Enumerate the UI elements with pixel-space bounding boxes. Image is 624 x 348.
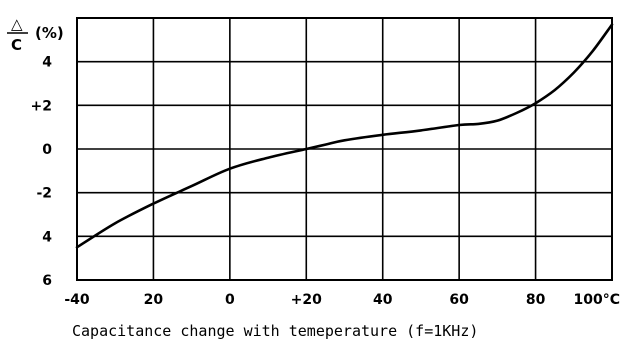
y-tick-label: 0 xyxy=(42,142,52,158)
x-tick-label: 0 xyxy=(225,292,235,308)
y-tick-label: 6 xyxy=(42,273,52,289)
y-axis-label-unit: (%) xyxy=(35,24,64,42)
x-tick-label: -40 xyxy=(64,292,90,308)
x-tick-label: 40 xyxy=(373,292,393,308)
y-tick-label: -2 xyxy=(36,186,52,202)
x-tick-labels: -40 20 0 +20 40 60 80 100°C xyxy=(64,292,620,308)
y-axis-label-denominator: C xyxy=(11,36,22,54)
plot-frame xyxy=(76,17,613,281)
y-tick-label: 4 xyxy=(42,229,52,245)
y-tick-labels: 4 +2 0 -2 4 6 xyxy=(31,55,53,289)
x-tick-label: 20 xyxy=(144,292,164,308)
x-tick-label: 80 xyxy=(526,292,546,308)
capacitance-curve xyxy=(75,23,614,249)
y-axis-label-symbol: △ xyxy=(11,15,23,33)
x-tick-label: +20 xyxy=(291,292,322,308)
y-tick-label: 4 xyxy=(42,55,52,71)
y-tick-label: +2 xyxy=(31,98,52,114)
y-axis-label: △ C (%) xyxy=(7,15,64,54)
x-tick-label: 60 xyxy=(449,292,469,308)
x-axis-caption: Capacitance change with temeperature (f=… xyxy=(72,322,478,340)
x-tick-label: 100°C xyxy=(574,292,621,308)
grid-lines xyxy=(77,18,612,280)
